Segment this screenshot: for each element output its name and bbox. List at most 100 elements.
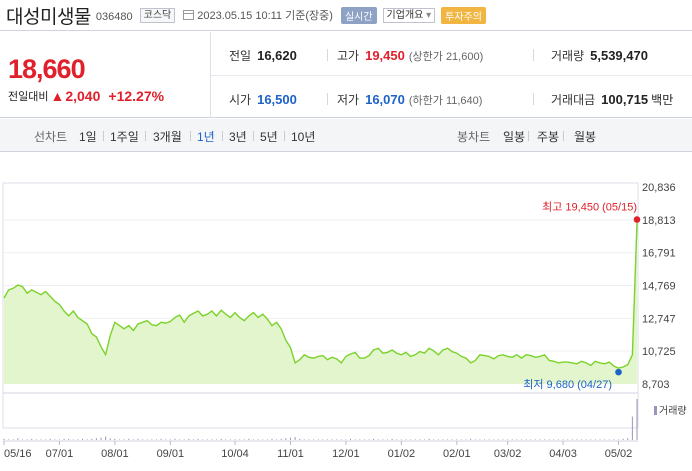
- min-marker: [615, 368, 622, 376]
- y-tick-label: 18,813: [642, 215, 676, 227]
- volume-bar: [12, 439, 14, 440]
- price-line: [3, 222, 638, 369]
- volume-bar: [299, 438, 301, 440]
- volume-bar: [442, 439, 444, 440]
- row-divider: [211, 75, 692, 76]
- volume-bar: [359, 439, 361, 440]
- tab-monthly[interactable]: 월봉: [574, 130, 597, 144]
- x-tick-label: 02/01: [443, 448, 471, 460]
- volume-bar: [114, 438, 116, 440]
- x-tick-label: 03/02: [494, 448, 522, 460]
- volume-bar: [400, 439, 402, 440]
- volume-bar: [35, 439, 37, 440]
- volume-bar: [433, 439, 435, 440]
- volume-bar: [262, 439, 264, 440]
- tab-1d[interactable]: 1일: [79, 130, 97, 144]
- volume-bar: [345, 439, 347, 440]
- volume-bar: [132, 439, 134, 440]
- y-tick-label: 16,791: [642, 248, 676, 260]
- y-tick-label: 8,703: [642, 379, 670, 391]
- price-chart-svg: 20,836 18,813 16,791 14,769 12,747 10,725 8,70…: [2, 182, 687, 460]
- volume-bar: [211, 439, 213, 440]
- x-tick-label: 12/01: [332, 448, 360, 460]
- volume-bar: [91, 438, 93, 440]
- volume-bar: [474, 439, 476, 440]
- volume-bar: [68, 438, 70, 440]
- volume-bar: [479, 439, 481, 440]
- volume-bar: [410, 439, 412, 440]
- volume-bar: [188, 438, 190, 440]
- volume-bar: [423, 439, 425, 440]
- realtime-button[interactable]: 실시간: [340, 6, 377, 24]
- volume-bar: [599, 439, 601, 440]
- tab-1y[interactable]: 1년: [197, 130, 215, 144]
- volume-bar: [331, 439, 333, 440]
- volume-bar: [618, 439, 620, 440]
- volume-bar: [350, 438, 352, 440]
- volume-bar: [49, 438, 51, 440]
- calendar-icon: [183, 10, 195, 20]
- volume-bar: [396, 439, 398, 440]
- volume-bar: [197, 438, 199, 440]
- volume-bar: [3, 438, 5, 440]
- volume-bar: [470, 438, 472, 440]
- volume-bar: [377, 439, 379, 440]
- volume-bar: [248, 438, 250, 440]
- tab-3m[interactable]: 3개월: [153, 130, 182, 144]
- x-tick-label: 05/02: [605, 448, 633, 460]
- volume-bar: [95, 438, 97, 440]
- volume-bar: [419, 439, 421, 440]
- volume-bar: [308, 439, 310, 440]
- quote-grid: 전일 16,620 고가 19,450 (상한가 21,600) 거래량 5,539,4…: [211, 32, 692, 118]
- volume-bar: [354, 439, 356, 440]
- tab-weekly[interactable]: 주봉: [537, 130, 560, 144]
- volume-bar: [465, 439, 467, 440]
- tab-10y[interactable]: 10년: [291, 130, 316, 144]
- tab-1w[interactable]: 1주일: [110, 130, 139, 144]
- price-area-fill: [4, 222, 637, 384]
- volume-bar: [40, 439, 42, 440]
- volume-bar: [594, 439, 596, 440]
- tab-3y[interactable]: 3년: [229, 130, 247, 144]
- x-tick-label: 04/03: [549, 448, 577, 460]
- market-badge: 코스닥: [139, 7, 176, 23]
- volume-bar: [45, 439, 47, 440]
- volume-bar: [146, 439, 148, 440]
- volume-bar: [530, 439, 532, 440]
- volume-bar: [63, 438, 65, 440]
- volume-bar: [239, 439, 241, 440]
- volume-bar: [484, 439, 486, 440]
- stock-name: 대성미생물: [6, 6, 91, 28]
- x-tick-label: 05/16: [4, 448, 32, 460]
- volume-bar: [571, 439, 573, 440]
- chart-period-bar: 선차트 1일 1주일 3개월 1년 3년 5년 10년 봉차트 일봉 주봉 월봉: [0, 119, 692, 152]
- divider: [533, 93, 534, 105]
- x-tick-label: 08/01: [101, 448, 129, 460]
- volume-bar: [520, 439, 522, 440]
- volume-bar: [391, 438, 393, 440]
- volume-bar: [105, 436, 107, 440]
- volume-bar: [525, 439, 527, 440]
- volume-bar: [128, 438, 130, 440]
- volume-bar: [160, 438, 162, 440]
- stock-header: 대성미생물 036480 코스닥 2023.05.15 10:11 기준(장중)…: [0, 0, 692, 31]
- volume-bar: [511, 439, 513, 440]
- volume-bar: [202, 439, 204, 440]
- divider: [327, 49, 328, 61]
- tab-5y[interactable]: 5년: [260, 130, 278, 144]
- x-tick-label: 01/02: [388, 448, 416, 460]
- volume-bar: [294, 437, 296, 440]
- volume-bar: [368, 439, 370, 440]
- volume-bar: [151, 439, 153, 440]
- volume-bar: [428, 438, 430, 440]
- volume-bar: [553, 439, 555, 440]
- company-overview-button[interactable]: 기업개요 ▾: [382, 7, 436, 23]
- volume-bar: [326, 439, 328, 440]
- chevron-down-icon: ▾: [426, 9, 432, 21]
- volume-bar: [437, 439, 439, 440]
- divider: [327, 93, 328, 105]
- tab-daily[interactable]: 일봉: [503, 130, 526, 144]
- change-label: 전일대비: [8, 91, 49, 103]
- volume-bar: [636, 399, 638, 440]
